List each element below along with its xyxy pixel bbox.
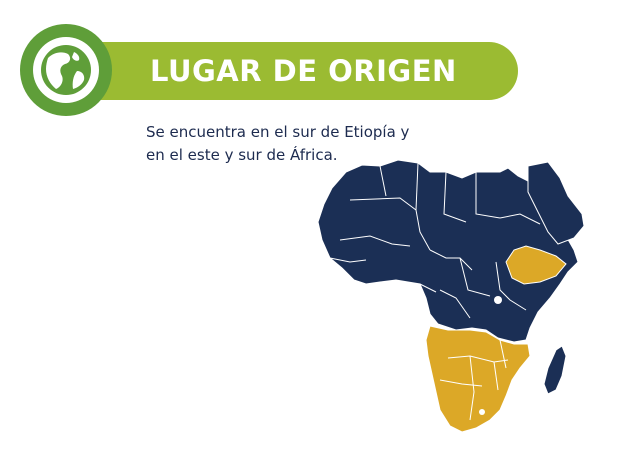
southern-africa-region <box>425 325 531 433</box>
description-line-1: Se encuentra en el sur de Etiopía y <box>146 123 410 141</box>
lake-victoria <box>494 296 502 304</box>
arabian-peninsula <box>527 161 585 245</box>
globe-icon <box>41 45 91 95</box>
description: Se encuentra en el sur de Etiopía y en e… <box>146 121 456 167</box>
ethiopia-region <box>505 245 567 285</box>
madagascar <box>543 345 567 395</box>
description-line-2: en el este y sur de África. <box>146 146 338 164</box>
page-title: LUGAR DE ORIGEN <box>150 54 457 88</box>
africa-continent <box>317 159 579 343</box>
country-borders <box>329 162 541 421</box>
lesotho-marker <box>479 409 485 415</box>
title-banner <box>32 42 518 100</box>
